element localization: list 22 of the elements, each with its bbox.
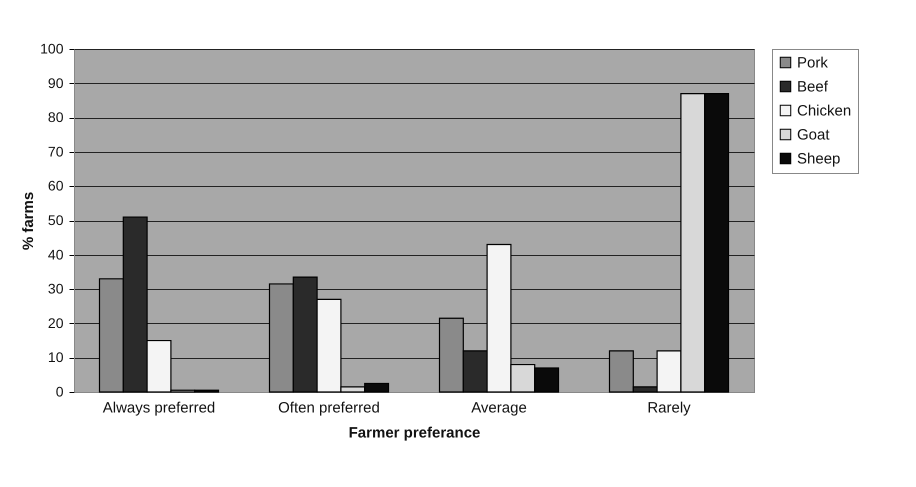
legend-label: Goat (797, 126, 830, 144)
x-tick-label: Often preferred (278, 400, 380, 416)
legend-label: Pork (797, 54, 828, 72)
y-tick-label: 20 (48, 314, 64, 331)
y-tick-label: 40 (48, 246, 64, 262)
x-tick-label: Always preferred (102, 400, 216, 416)
y-tick-label: 90 (48, 74, 64, 91)
y-tick-label: 30 (48, 280, 64, 297)
y-tick-label: 70 (48, 143, 64, 160)
y-axis-title: % farms (20, 192, 38, 250)
y-tick-label: 100 (40, 40, 64, 56)
legend-label: Chicken (797, 102, 852, 120)
x-tick-label: Rarely (647, 400, 692, 416)
y-tick-label: 10 (48, 349, 64, 366)
x-tick-label: Average (471, 400, 527, 416)
y-tick-label: 80 (48, 109, 64, 126)
legend-label: Beef (797, 78, 829, 96)
x-axis-title: Farmer preferance (348, 424, 480, 442)
legend-label: Sheep (797, 150, 840, 168)
y-tick-label: 60 (48, 178, 64, 194)
y-tick-label: 0 (56, 384, 64, 400)
y-tick-label: 50 (48, 212, 64, 228)
